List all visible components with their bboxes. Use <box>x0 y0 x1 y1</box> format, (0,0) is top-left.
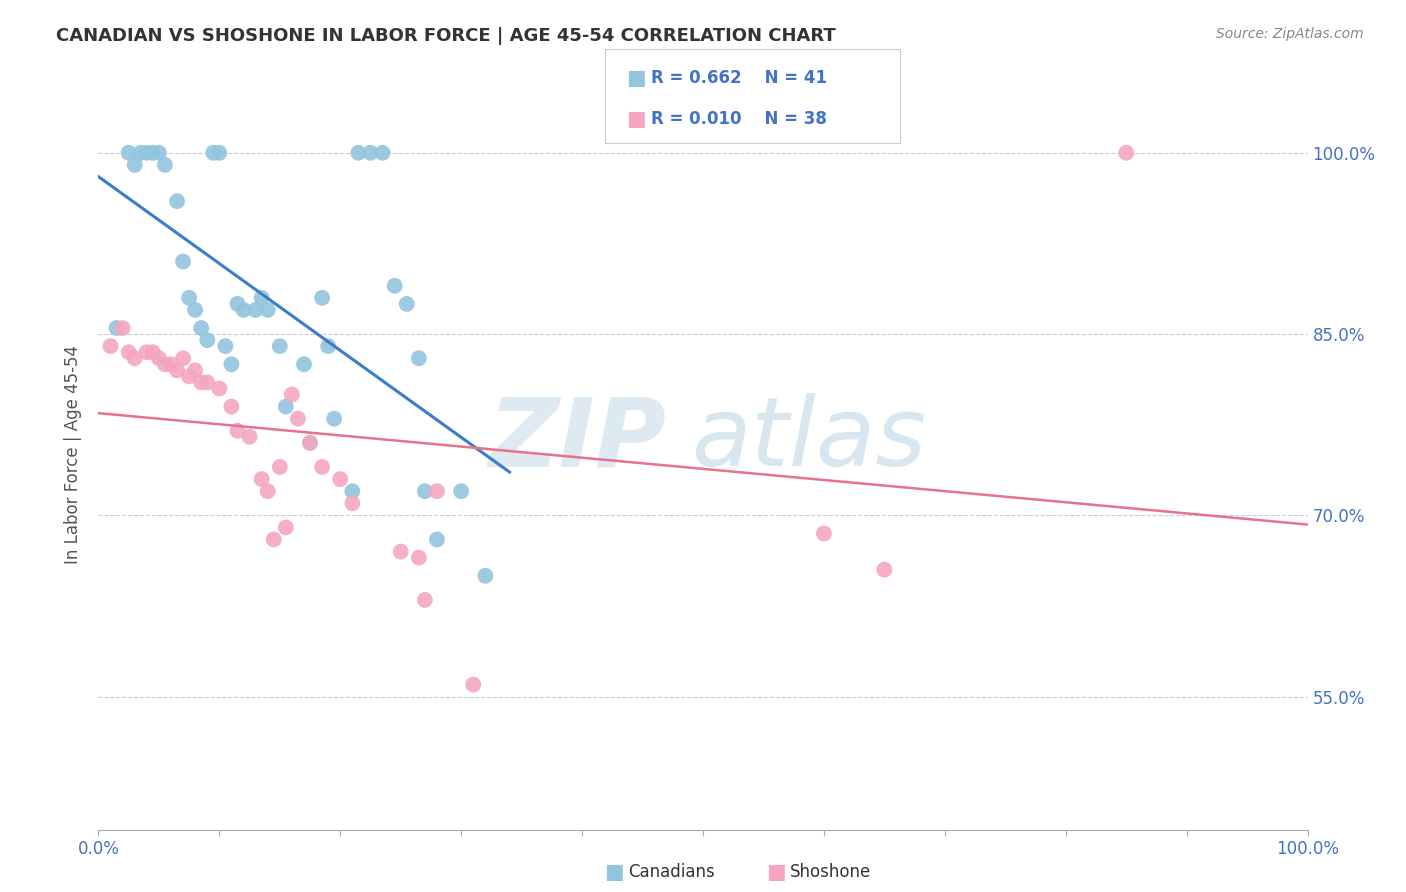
Point <box>873 563 896 577</box>
Point <box>269 460 291 475</box>
Point <box>166 363 188 377</box>
Point <box>160 357 183 371</box>
Point <box>105 321 128 335</box>
Point <box>172 254 194 268</box>
Point <box>142 145 165 160</box>
Text: R = 0.010    N = 38: R = 0.010 N = 38 <box>651 110 827 128</box>
Point <box>124 158 146 172</box>
Text: ■: ■ <box>605 863 624 882</box>
Point <box>179 369 201 384</box>
Point <box>426 533 449 547</box>
Point <box>311 291 333 305</box>
Point <box>389 544 412 558</box>
Point <box>408 351 430 366</box>
Point <box>129 145 152 160</box>
Point <box>269 339 291 353</box>
Point <box>360 145 382 160</box>
Point <box>208 381 231 395</box>
Point <box>463 677 485 691</box>
Point <box>124 351 146 366</box>
Point <box>384 278 406 293</box>
Point <box>239 430 262 444</box>
Point <box>179 291 201 305</box>
Point <box>142 345 165 359</box>
Point <box>118 145 141 160</box>
Point <box>226 424 249 438</box>
Point <box>190 321 212 335</box>
Text: Canadians: Canadians <box>628 863 716 881</box>
Point <box>323 411 346 425</box>
Point <box>195 376 218 390</box>
Text: Source: ZipAtlas.com: Source: ZipAtlas.com <box>1216 27 1364 41</box>
Point <box>221 400 243 414</box>
Point <box>299 435 322 450</box>
Point <box>195 333 218 347</box>
Point <box>274 520 297 534</box>
Point <box>287 411 309 425</box>
Text: CANADIAN VS SHOSHONE IN LABOR FORCE | AGE 45-54 CORRELATION CHART: CANADIAN VS SHOSHONE IN LABOR FORCE | AG… <box>56 27 837 45</box>
Y-axis label: In Labor Force | Age 45-54: In Labor Force | Age 45-54 <box>65 345 83 565</box>
Text: ■: ■ <box>626 109 645 128</box>
Text: ■: ■ <box>766 863 786 882</box>
Point <box>250 472 273 486</box>
Point <box>111 321 134 335</box>
Point <box>342 484 364 499</box>
Text: R = 0.662    N = 41: R = 0.662 N = 41 <box>651 69 827 87</box>
Point <box>214 339 236 353</box>
Text: ZIP: ZIP <box>489 393 666 486</box>
Point <box>250 291 273 305</box>
Point <box>371 145 394 160</box>
Point <box>153 158 176 172</box>
Point <box>100 339 122 353</box>
Point <box>813 526 835 541</box>
Point <box>292 357 315 371</box>
Point <box>256 484 278 499</box>
Point <box>274 400 297 414</box>
Point <box>172 351 194 366</box>
Point <box>408 550 430 565</box>
Point <box>413 593 436 607</box>
Point <box>166 194 188 208</box>
Point <box>135 145 157 160</box>
Point <box>299 435 322 450</box>
Point <box>208 145 231 160</box>
Point <box>1115 145 1137 160</box>
Point <box>118 345 141 359</box>
Point <box>426 484 449 499</box>
Text: atlas: atlas <box>690 393 927 486</box>
Point <box>190 376 212 390</box>
Point <box>153 357 176 371</box>
Point <box>184 363 207 377</box>
Point <box>263 533 285 547</box>
Point <box>245 302 267 317</box>
Point <box>221 357 243 371</box>
Point <box>474 568 496 582</box>
Point <box>395 297 418 311</box>
Point <box>413 484 436 499</box>
Point <box>342 496 364 510</box>
Point <box>184 302 207 317</box>
Point <box>226 297 249 311</box>
Text: Shoshone: Shoshone <box>790 863 872 881</box>
Point <box>202 145 225 160</box>
Point <box>316 339 339 353</box>
Point <box>148 351 170 366</box>
Point <box>148 145 170 160</box>
Point <box>135 345 157 359</box>
Point <box>232 302 254 317</box>
Point <box>450 484 472 499</box>
Point <box>256 302 278 317</box>
Text: ■: ■ <box>626 68 645 87</box>
Point <box>329 472 352 486</box>
Point <box>281 387 304 401</box>
Point <box>311 460 333 475</box>
Point <box>347 145 370 160</box>
